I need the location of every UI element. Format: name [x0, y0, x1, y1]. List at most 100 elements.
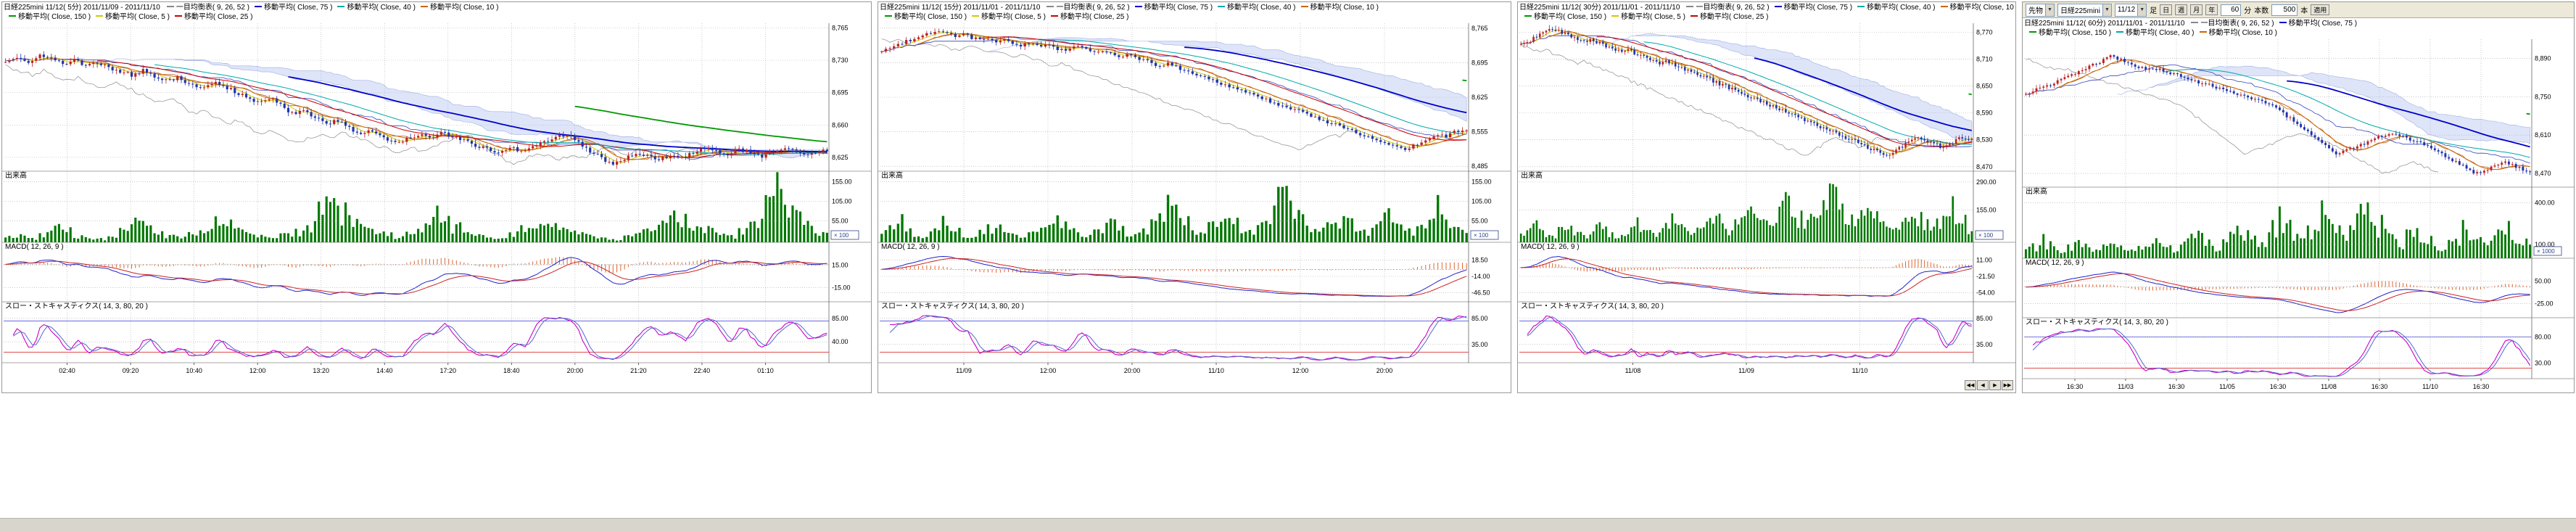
period-year-button[interactable]: 年: [2205, 4, 2218, 15]
time-tick-label: 16:30: [2270, 383, 2287, 390]
apply-button[interactable]: 適用: [2311, 4, 2330, 15]
macd-tick-label: 15.00: [832, 262, 849, 269]
chart-header: 日経225mini 11/12( 15分) 2011/11/01 - 2011/…: [878, 2, 1511, 22]
scroll-left-button[interactable]: ◀: [1977, 380, 1989, 390]
ichimoku-cloud: [988, 37, 1467, 122]
price-tick-label: 8,765: [1471, 25, 1488, 32]
ma-150-line: [2526, 112, 2530, 115]
stochastics-indicator: [2024, 328, 2532, 377]
time-tick-label: 11/08: [1625, 367, 1641, 374]
time-tick-label: 16:30: [2371, 383, 2388, 390]
ma-40-line: [1041, 39, 1467, 135]
symbol-select[interactable]: 日経225mini ▼: [2057, 3, 2112, 17]
legend-label: 移動平均( Close, 5 ): [105, 13, 170, 21]
contract-select[interactable]: 11/12 ▼: [2114, 3, 2147, 17]
chart-title: 日経225mini 11/12( 30分) 2011/11/01 - 2011/…: [1519, 4, 1680, 12]
ichimoku-cloud: [1603, 33, 1973, 145]
macd-tick-label: -15.00: [832, 284, 851, 291]
time-grid: [1632, 23, 1860, 363]
legend-label: 移動平均( Close, 25 ): [183, 13, 253, 21]
minutes-input[interactable]: [2221, 4, 2242, 16]
time-axis: 11/09 12:00 20:00 11/10 12:00 20:00: [956, 363, 1392, 374]
period-day-button[interactable]: 日: [2160, 4, 2173, 15]
legend-label: 移動平均( Close, 25 ): [1060, 13, 1129, 21]
macd-tick-label: 50.00: [2535, 278, 2551, 285]
volume-unit-badge: [2533, 246, 2562, 256]
bars-input[interactable]: [2271, 4, 2298, 16]
ma-75-line: [288, 76, 827, 153]
chart-area[interactable]: 16:30 11/03 16:30 11/05 16:30 11/08 16:30 11/10…: [2023, 38, 2574, 395]
ma-75-line: [1754, 57, 1972, 131]
time-tick-label: 11/09: [956, 367, 972, 374]
candlestick-series: [880, 28, 1468, 152]
horizontal-scrollbar[interactable]: [0, 518, 2576, 531]
chart-panel-4: 先物▼日経225mini▼11/12▼足日週月年分本数本適用日経225mini …: [2022, 1, 2575, 393]
chart-header: 日経225mini 11/12( 60分) 2011/11/01 - 2011/…: [2023, 18, 2574, 38]
ma-25-line: [1596, 36, 1972, 147]
macd-section-label: MACD( 12, 26, 9 ): [2026, 259, 2084, 267]
stochastics-indicator: [1519, 316, 1973, 359]
time-tick-label: 11/10: [1208, 367, 1224, 374]
time-tick-label: 10:40: [186, 367, 202, 374]
volume-unit-badge: [830, 230, 859, 240]
legend-swatch: [1690, 15, 1698, 17]
price-tick-label: 8,710: [1976, 55, 1993, 62]
chart-scroll-controls: ◀◀ ◀ ▶ ▶▶: [1965, 380, 2013, 390]
chart-toolbar: 先物▼日経225mini▼11/12▼足日週月年分本数本適用: [2023, 2, 2574, 18]
chart-area[interactable]: 02:40 09:20 10:40 12:00 13:20 14:40 17:20 18:40…: [2, 22, 871, 379]
period-month-button[interactable]: 月: [2190, 4, 2203, 15]
legend-swatch: [2116, 31, 2124, 33]
volume-tick-label: 155.00: [1471, 178, 1492, 186]
timeframe-label: 足: [2150, 7, 2158, 15]
time-tick-label: 02:40: [59, 367, 75, 374]
scroll-right-button[interactable]: ▶: [1989, 380, 2001, 390]
ma-40-line: [1643, 41, 1972, 145]
period-week-button[interactable]: 週: [2175, 4, 2188, 15]
volume-bars: [1519, 181, 1973, 242]
chart-header: 日経225mini 11/12( 30分) 2011/11/01 - 2011/…: [1518, 2, 2015, 22]
ichimoku-lines: [881, 33, 1467, 151]
stoch-section-label: スロー・ストキャスティクス( 14, 3, 80, 20 ): [2026, 318, 2168, 326]
chart-title: 日経225mini 11/12( 60分) 2011/11/01 - 2011/…: [2024, 20, 2185, 28]
volume-tick-label: 100.00: [2535, 241, 2555, 248]
macd-tick-label: 18.50: [1471, 257, 1488, 264]
stoch-tick-label: 30.00: [2535, 359, 2551, 366]
legend-label: 移動平均( Close, 75 ): [1144, 4, 1213, 12]
chart-area[interactable]: 11/08 11/09 11/10 8,770 8,710 8,650 8,590 8,530…: [1518, 22, 2015, 379]
time-tick-label: 13:20: [313, 367, 329, 374]
macd-tick-label: -21.50: [1976, 273, 1995, 280]
section-separators: [878, 23, 1511, 363]
price-tick-label: 8,530: [1976, 136, 1993, 144]
stoch-section-label: スロー・ストキャスティクス( 14, 3, 80, 20 ): [5, 302, 148, 310]
scroll-far-right-button[interactable]: ▶▶: [2002, 380, 2013, 390]
market-select[interactable]: 先物 ▼: [2026, 3, 2055, 17]
legend-label: 移動平均( Close, 10 ): [2208, 29, 2277, 37]
time-tick-label: 12:00: [1040, 367, 1057, 374]
time-tick-label: 11/05: [2219, 383, 2235, 390]
chart-panel-3: 日経225mini 11/12( 30分) 2011/11/01 - 2011/…: [1517, 1, 2016, 393]
chart-legend-line2: 移動平均( Close, 150 ) 移動平均( Close, 5 ) 移動平均( …: [4, 12, 870, 22]
time-tick-label: 22:40: [694, 367, 711, 374]
price-tick-label: 8,485: [1471, 162, 1488, 170]
volume-unit-badge: [1975, 230, 2004, 240]
legend-label: 移動平均( Close, 40 ): [1227, 4, 1296, 12]
price-tick-label: 8,590: [1976, 110, 1993, 117]
legend-swatch: [1524, 15, 1532, 17]
legend-label: 移動平均( Close, 10 ): [1310, 4, 1379, 12]
time-axis: 11/08 11/09 11/10: [1625, 363, 1867, 374]
legend-swatch: [96, 15, 104, 17]
price-tick-label: 8,650: [1976, 83, 1993, 90]
legend-swatch: [2191, 22, 2199, 24]
time-tick-label: 16:30: [2168, 383, 2185, 390]
legend-swatch: [1774, 6, 1782, 8]
price-tick-label: 8,660: [832, 121, 849, 128]
scroll-far-left-button[interactable]: ◀◀: [1965, 380, 1976, 390]
volume-unit-label: × 1000: [2537, 248, 2555, 255]
macd-section-label: MACD( 12, 26, 9 ): [5, 243, 64, 251]
volume-tick-label: 55.00: [1471, 217, 1488, 224]
volume-unit-label: × 100: [1978, 232, 1994, 239]
chart-area[interactable]: 11/09 12:00 20:00 11/10 12:00 20:00 8,765 8,695…: [878, 22, 1511, 379]
price-tick-label: 8,555: [1471, 128, 1488, 136]
time-tick-label: 16:30: [2067, 383, 2084, 390]
legend-label: 移動平均( Close, 40 ): [2126, 29, 2195, 37]
